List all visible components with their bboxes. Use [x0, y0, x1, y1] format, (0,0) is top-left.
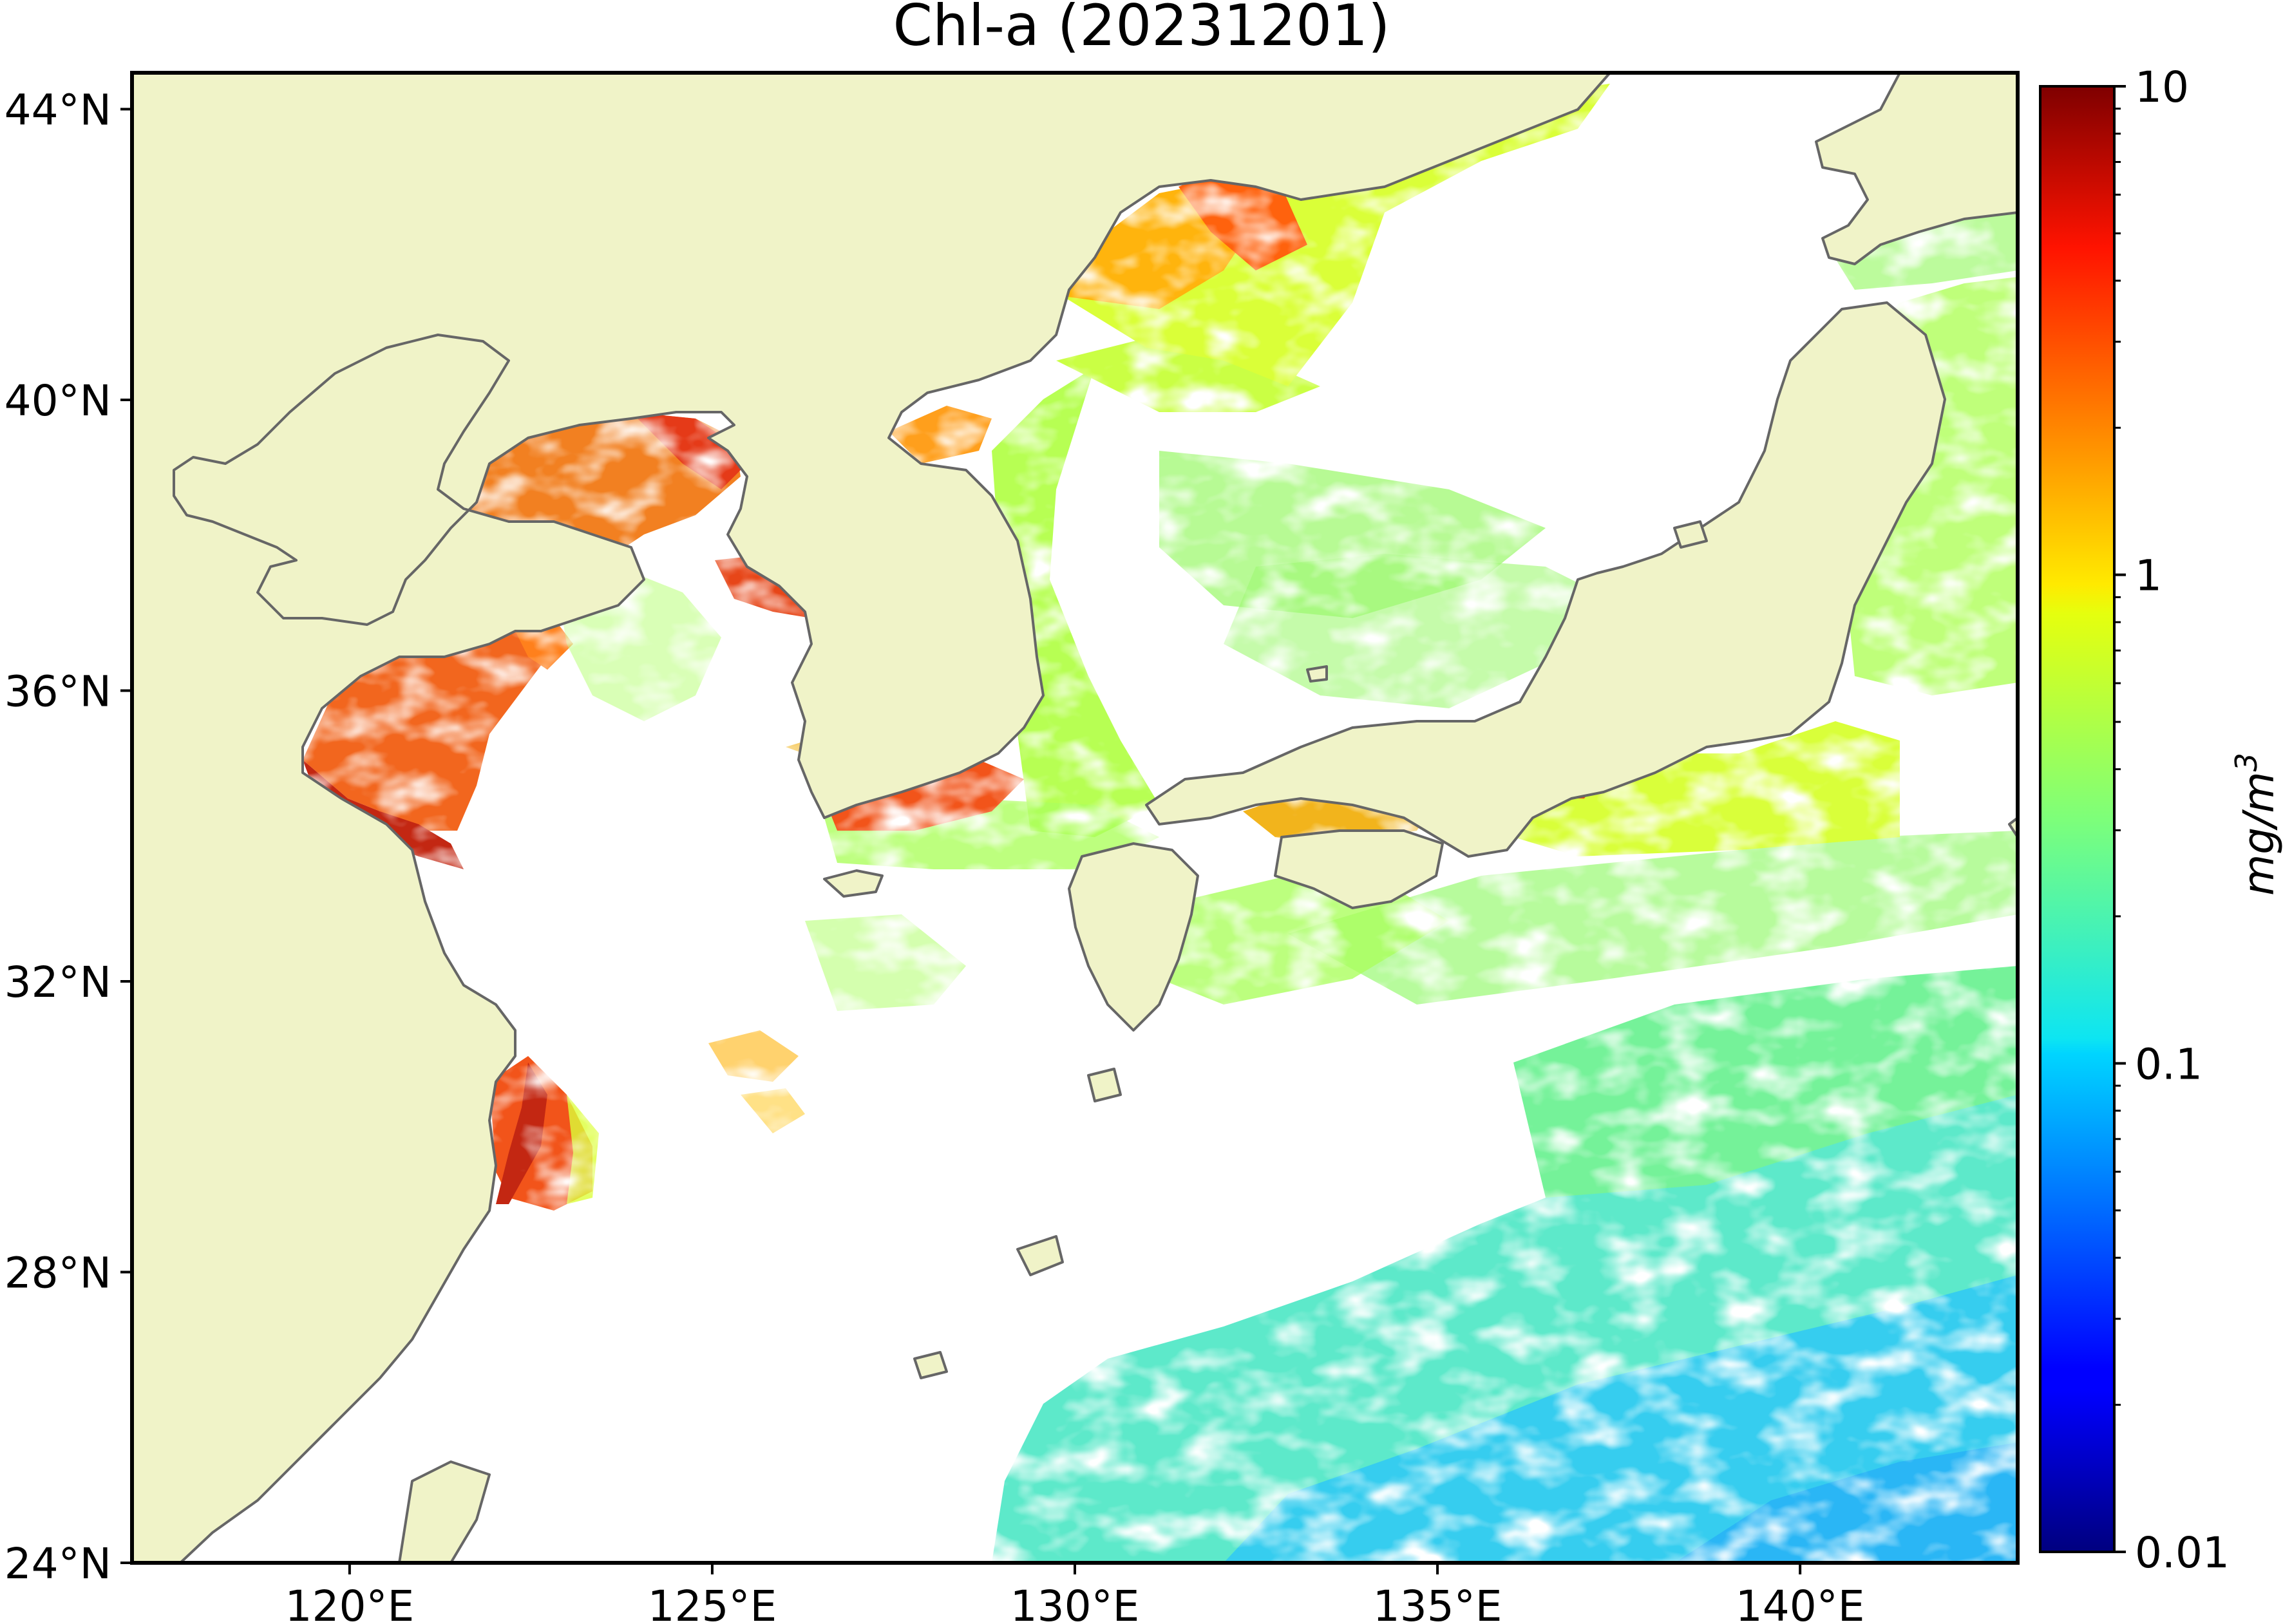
lon-tick-label: 135°E [1373, 1582, 1502, 1624]
land-masses [132, 73, 2018, 1563]
lat-tick-label: 40°N [5, 376, 111, 426]
colorbar-axis: 10 1 0.1 0.01 [2114, 62, 2230, 1578]
lat-tick-label: 24°N [5, 1539, 111, 1589]
lon-tick-label: 125°E [648, 1582, 777, 1624]
colorbar-gradient [2040, 86, 2114, 1552]
lon-tick-label: 140°E [1736, 1582, 1865, 1624]
lon-tick-label: 120°E [285, 1582, 415, 1624]
colorbar-unit-superscript: 3 [2229, 753, 2264, 771]
colorbar-tick-label: 10 [2135, 62, 2189, 112]
colorbar-tick-label: 0.1 [2135, 1039, 2202, 1089]
longitude-axis: 120°E 125°E 130°E 135°E 140°E [285, 1563, 1865, 1624]
colorbar-tick-label: 1 [2135, 551, 2162, 601]
lon-tick-label: 130°E [1010, 1582, 1140, 1624]
map-title: Chl-a (20231201) [893, 0, 1390, 59]
colorbar-unit-label: mg/m3 [2229, 753, 2283, 896]
lat-tick-label: 32°N [5, 958, 111, 1007]
colorbar-tick-label: 0.01 [2135, 1528, 2230, 1578]
colorbar-frame [2039, 85, 2116, 1553]
lat-tick-label: 28°N [5, 1248, 111, 1298]
colorbar-unit-text: mg/m [2234, 771, 2283, 896]
lat-tick-label: 36°N [5, 666, 111, 716]
latitude-axis: 24°N 28°N 32°N 36°N 40°N 44°N [5, 85, 132, 1589]
lat-tick-label: 44°N [5, 85, 111, 135]
